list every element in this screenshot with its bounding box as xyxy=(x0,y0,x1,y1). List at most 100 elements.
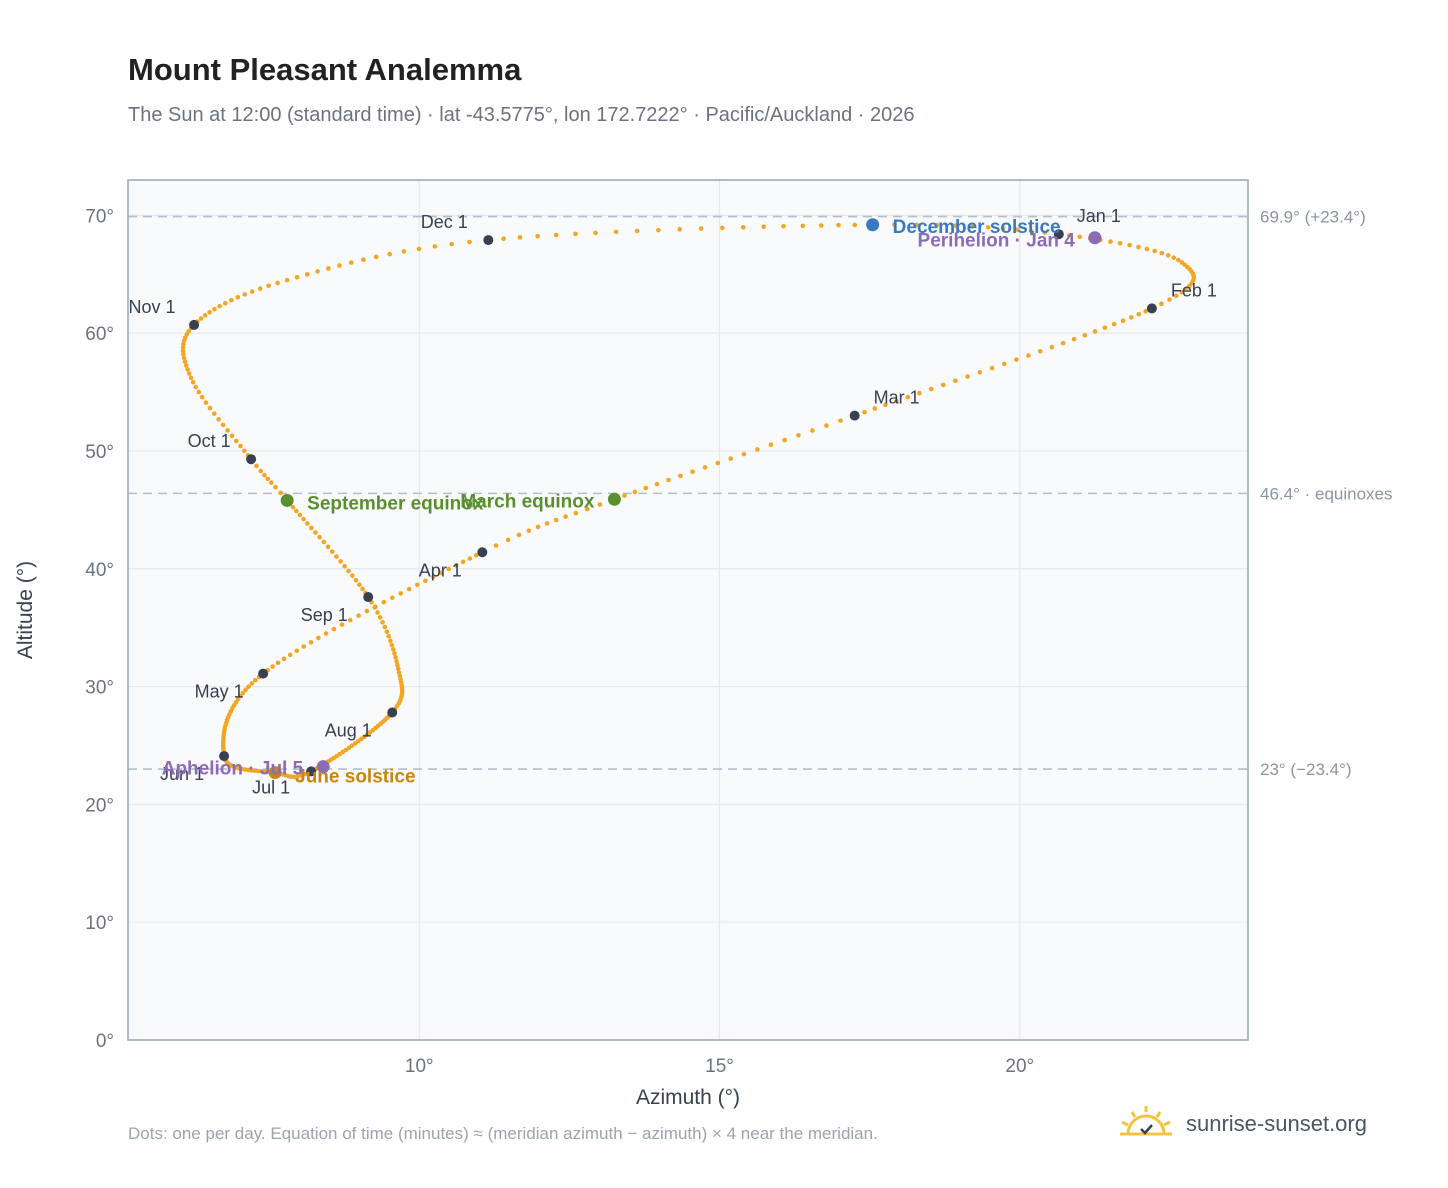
day-dot xyxy=(836,222,841,228)
day-dot xyxy=(796,433,801,438)
day-dot xyxy=(353,577,359,583)
day-dot xyxy=(181,351,186,357)
day-dot xyxy=(242,292,248,297)
day-dot xyxy=(281,656,287,662)
day-dot xyxy=(1127,242,1132,248)
day-dot xyxy=(301,644,307,649)
day-dot xyxy=(517,235,523,240)
month-point xyxy=(189,319,200,330)
day-dot xyxy=(331,626,337,632)
day-dot xyxy=(305,521,310,526)
day-dot xyxy=(1120,318,1126,324)
y-axis-label: Altitude (°) xyxy=(14,561,37,659)
day-dot xyxy=(535,524,541,530)
day-dot xyxy=(395,666,401,672)
month-label: Apr 1 xyxy=(419,560,462,580)
day-dot xyxy=(634,228,640,234)
day-dot xyxy=(1014,357,1019,362)
day-dot xyxy=(207,405,213,411)
day-dot xyxy=(203,400,209,405)
chart-title: Mount Pleasant Analemma xyxy=(128,52,522,87)
day-dot xyxy=(553,517,559,523)
day-dot xyxy=(917,390,922,396)
event-marker xyxy=(316,760,330,774)
day-dot xyxy=(1159,301,1164,307)
tick-labels: 10° 15° 20° 0° 10° 20° 30° 40° 50° 60° 70° 69.9° (+… xyxy=(85,206,1392,1077)
day-dot xyxy=(800,223,806,229)
day-dot xyxy=(338,559,343,564)
brand-link[interactable]: sunrise-sunset.org xyxy=(1120,1100,1390,1148)
day-dot xyxy=(253,677,258,683)
day-dot xyxy=(228,297,234,303)
day-dot xyxy=(308,639,314,645)
day-dot xyxy=(183,363,189,368)
day-dot xyxy=(573,231,578,237)
day-dot xyxy=(872,406,878,411)
day-dot xyxy=(216,416,221,422)
reference-line-label: 23° (−23.4°) xyxy=(1260,760,1352,779)
day-dot xyxy=(181,355,187,361)
day-dot xyxy=(356,613,361,618)
day-dot xyxy=(852,222,858,228)
day-dot xyxy=(1111,321,1117,327)
day-dot xyxy=(781,223,786,229)
grid-layer xyxy=(128,180,1248,1041)
day-dot xyxy=(188,375,194,381)
day-dot xyxy=(453,563,459,568)
day-dot xyxy=(240,690,246,696)
day-dot xyxy=(1001,361,1007,367)
day-dot xyxy=(198,316,204,321)
day-dot xyxy=(377,615,383,620)
day-dot xyxy=(423,578,428,584)
day-dot xyxy=(262,472,267,478)
day-dot xyxy=(190,379,196,385)
month-label: Mar 1 xyxy=(874,388,920,408)
y-tick-label: 30° xyxy=(85,678,114,699)
day-dot xyxy=(526,528,532,533)
day-dot xyxy=(273,484,278,490)
day-dot xyxy=(892,222,897,227)
day-dot xyxy=(242,448,247,454)
day-dot xyxy=(1082,332,1088,338)
day-dot xyxy=(1049,344,1055,350)
day-dot xyxy=(180,348,186,354)
day-dot xyxy=(1042,230,1048,235)
day-dot xyxy=(186,329,191,334)
day-dot xyxy=(326,266,331,271)
y-tick-label: 70° xyxy=(85,206,114,227)
day-dot xyxy=(1060,340,1066,346)
event-label: March equinox xyxy=(460,491,595,512)
day-dot xyxy=(357,582,362,587)
month-point xyxy=(387,707,398,718)
day-dot xyxy=(299,773,304,778)
day-dot xyxy=(755,447,760,452)
month-point xyxy=(219,751,230,762)
day-dot xyxy=(985,224,991,230)
day-dot xyxy=(393,655,398,660)
month-label: Feb 1 xyxy=(1171,280,1217,300)
month-point xyxy=(483,235,494,246)
day-dot xyxy=(768,442,774,448)
day-dot xyxy=(294,274,300,280)
day-dot xyxy=(970,224,975,229)
month-label: Nov 1 xyxy=(129,297,176,317)
day-dot xyxy=(342,563,347,569)
day-dot xyxy=(632,489,638,495)
reference-line-label: 69.9° (+23.4°) xyxy=(1260,208,1366,227)
day-dot xyxy=(940,382,946,388)
day-dot xyxy=(386,633,391,639)
day-dot xyxy=(211,411,217,416)
day-dot xyxy=(334,554,339,559)
x-tick-label: 20° xyxy=(1005,1056,1034,1077)
day-dot xyxy=(1108,239,1113,244)
day-dot xyxy=(229,433,235,439)
day-dot xyxy=(1128,315,1134,320)
day-dot xyxy=(516,532,522,538)
day-dot xyxy=(270,664,275,669)
day-dot xyxy=(396,670,402,675)
day-dot xyxy=(360,586,365,592)
day-dot xyxy=(613,229,619,235)
day-dot xyxy=(1173,293,1179,299)
daily-dots xyxy=(180,222,1197,780)
day-dot xyxy=(1014,227,1020,232)
